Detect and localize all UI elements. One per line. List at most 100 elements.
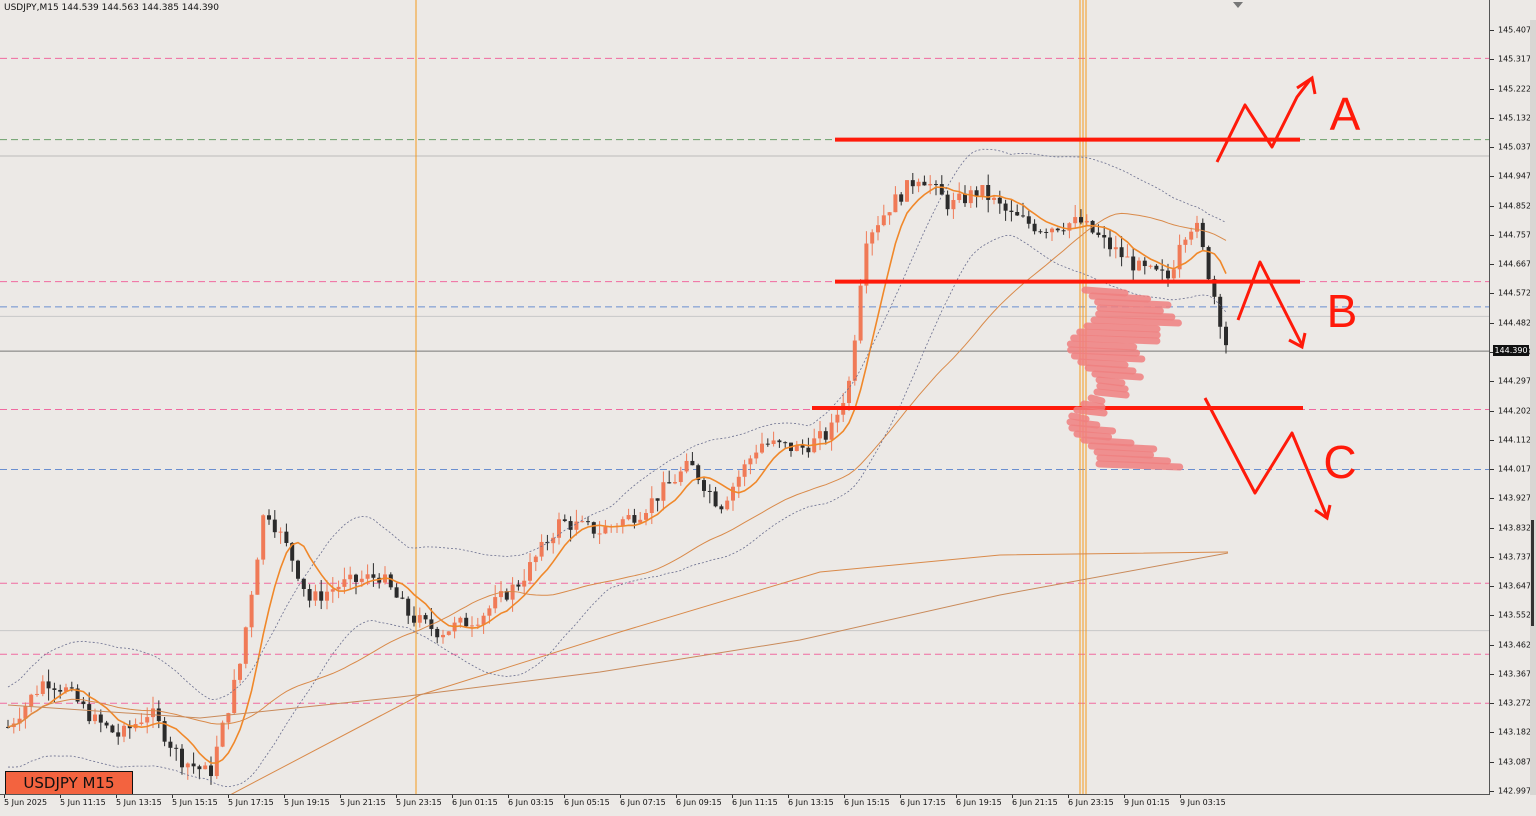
time-tick-label: 5 Jun 11:15 bbox=[60, 798, 106, 807]
price-tick-label: 144.667 bbox=[1498, 259, 1532, 269]
candle-body bbox=[1079, 217, 1083, 223]
candle-body bbox=[272, 519, 277, 533]
candle-body bbox=[702, 480, 706, 491]
time-tick-mark bbox=[788, 795, 789, 798]
price-axis[interactable]: 145.407 145.317 145.222 145.132 145.037 144.9… bbox=[1490, 0, 1536, 796]
price-tick-mark bbox=[1490, 761, 1494, 763]
price-tick-mark bbox=[1490, 30, 1494, 31]
candle-body bbox=[162, 721, 167, 742]
candle-body bbox=[98, 714, 103, 723]
candle-body bbox=[168, 741, 173, 748]
candle-body bbox=[771, 440, 776, 444]
candle-body bbox=[673, 482, 677, 484]
moving-average-fast bbox=[7, 186, 1227, 764]
candle-body bbox=[191, 763, 196, 767]
chart-canvas[interactable]: A B C bbox=[0, 0, 1490, 795]
candle-body bbox=[1218, 296, 1223, 327]
candle-body bbox=[504, 591, 509, 600]
candle-body bbox=[818, 431, 822, 439]
candle-body bbox=[997, 197, 1002, 204]
candle-body bbox=[905, 180, 909, 202]
candle-body bbox=[6, 726, 10, 728]
arrow-down-icon bbox=[1288, 332, 1307, 350]
candle-body bbox=[678, 471, 683, 483]
time-tick-mark bbox=[508, 795, 509, 798]
candle-body bbox=[365, 574, 370, 579]
price-tick-label: 145.037 bbox=[1498, 142, 1532, 152]
candle-body bbox=[800, 444, 805, 448]
scribble-zone-stroke bbox=[1080, 400, 1106, 411]
candle-body bbox=[1154, 265, 1159, 270]
time-tick-mark bbox=[732, 795, 733, 798]
scribble-zone-stroke bbox=[1080, 436, 1135, 447]
candle-body bbox=[104, 722, 109, 726]
candle-body bbox=[1131, 256, 1136, 271]
time-tick-mark bbox=[452, 795, 453, 798]
scribble-zone-stroke bbox=[1073, 430, 1113, 441]
candle-body bbox=[261, 515, 266, 560]
scrollbar-thumb[interactable] bbox=[1531, 520, 1534, 626]
scribble-zone-stroke bbox=[1083, 322, 1161, 333]
candle-body bbox=[481, 615, 486, 625]
candle-body bbox=[354, 574, 358, 582]
candle-body bbox=[980, 185, 985, 196]
candle-body bbox=[1102, 235, 1107, 238]
price-tick-label: 143.737 bbox=[1498, 552, 1532, 562]
candle-body bbox=[696, 465, 701, 481]
price-tick-label: 145.407 bbox=[1498, 25, 1532, 35]
candle-body bbox=[1195, 222, 1199, 232]
scribble-zone-stroke bbox=[1066, 340, 1138, 351]
price-tick-label: 143.647 bbox=[1498, 581, 1532, 591]
candle-body bbox=[232, 679, 237, 714]
time-tick-mark bbox=[676, 795, 677, 798]
candle-body bbox=[968, 190, 973, 204]
candle-body bbox=[557, 519, 561, 538]
candle-body bbox=[325, 591, 329, 601]
time-tick-label: 6 Jun 21:15 bbox=[1012, 798, 1058, 807]
time-tick-label: 6 Jun 01:15 bbox=[452, 798, 498, 807]
candle-body bbox=[475, 624, 480, 626]
candle-body bbox=[1183, 239, 1188, 245]
price-tick-mark bbox=[1490, 322, 1494, 324]
time-tick-label: 6 Jun 19:15 bbox=[956, 798, 1002, 807]
chart-plot-area[interactable]: A B C USDJPY,M15 144.539 144.563 144.385 1… bbox=[0, 0, 1490, 795]
time-tick-label: 6 Jun 03:15 bbox=[508, 798, 554, 807]
price-tick-mark bbox=[1490, 791, 1494, 792]
candle-body bbox=[1189, 231, 1194, 240]
candle-body bbox=[632, 515, 637, 523]
time-tick-label: 9 Jun 03:15 bbox=[1180, 798, 1226, 807]
candle-body bbox=[580, 521, 585, 523]
vertical-scrollbar[interactable] bbox=[1530, 20, 1536, 795]
price-tick-mark bbox=[1490, 117, 1494, 119]
price-tick-label: 143.367 bbox=[1498, 669, 1532, 679]
candle-body bbox=[23, 706, 28, 719]
candle-body bbox=[562, 519, 567, 522]
candle-body bbox=[319, 591, 324, 601]
current-price-tag: 144.390 bbox=[1493, 345, 1529, 356]
candle-body bbox=[1026, 216, 1031, 224]
scroll-position-marker-icon[interactable] bbox=[1233, 2, 1243, 8]
candle-body bbox=[1003, 203, 1008, 211]
scribble-zone-stroke bbox=[1084, 364, 1137, 375]
candle-body bbox=[1032, 223, 1037, 232]
scenario-c-path bbox=[1203, 397, 1329, 518]
time-tick-mark bbox=[1012, 795, 1013, 798]
candle-body bbox=[870, 232, 875, 244]
time-tick-label: 5 Jun 15:15 bbox=[172, 798, 218, 807]
candle-body bbox=[185, 763, 190, 768]
price-tick-label: 145.317 bbox=[1498, 54, 1532, 64]
scribble-zone-stroke bbox=[1096, 304, 1164, 315]
time-tick-mark bbox=[60, 795, 61, 798]
scribble-zone-stroke bbox=[1088, 292, 1152, 303]
candle-body bbox=[116, 732, 121, 737]
candle-body bbox=[226, 713, 231, 723]
candle-body bbox=[122, 725, 126, 737]
candle-body bbox=[620, 519, 625, 527]
scenario-a-path bbox=[1215, 79, 1312, 163]
scribble-zone-stroke bbox=[1081, 286, 1129, 297]
time-axis[interactable]: 5 Jun 2025 5 Jun 11:15 5 Jun 13:15 5 Jun 15… bbox=[0, 795, 1490, 816]
scribble-zone-stroke bbox=[1093, 448, 1155, 459]
moving-average-mid bbox=[7, 212, 1227, 728]
candle-body bbox=[145, 717, 150, 723]
candle-body bbox=[528, 562, 532, 581]
